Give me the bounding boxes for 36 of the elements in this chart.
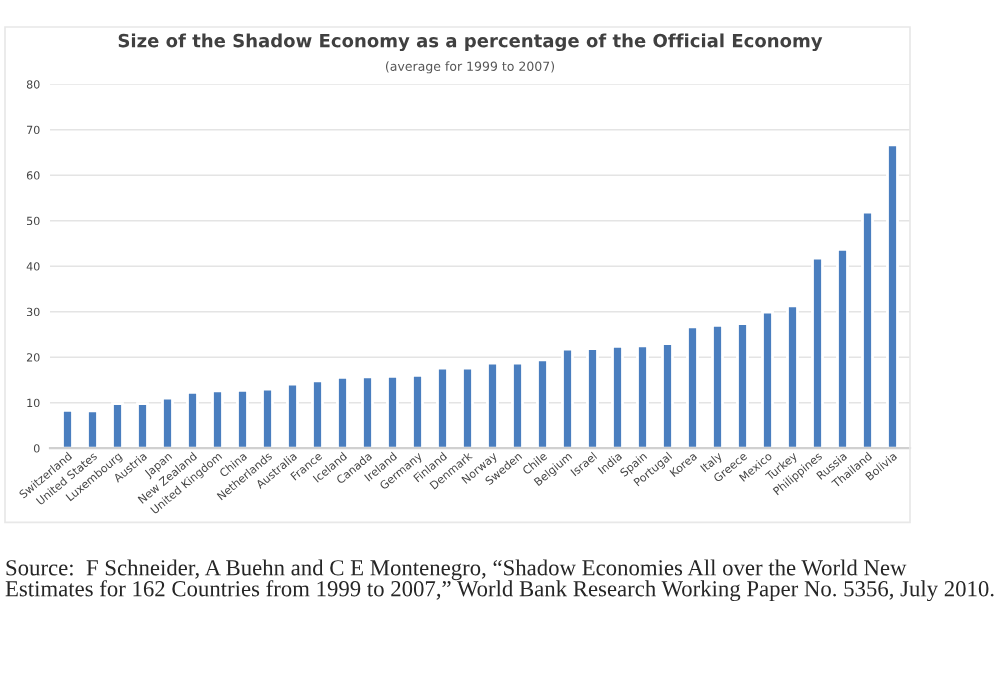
bar: [761, 310, 774, 449]
bar: [261, 387, 274, 449]
bar: [536, 358, 549, 449]
bar: [736, 322, 749, 449]
bar: [461, 366, 474, 449]
bar: [836, 248, 849, 449]
bar: [61, 409, 74, 449]
bar: [686, 325, 699, 449]
bar: [811, 256, 824, 449]
bar: [161, 396, 174, 449]
bar: [661, 342, 674, 449]
bar: [211, 389, 224, 449]
bar: [861, 210, 874, 449]
bar: [886, 143, 899, 449]
bar: [186, 390, 199, 449]
bar: [411, 374, 424, 449]
source-note: Source: F Schneider, A Buehn and C E Montenegro, “Shadow Economies All over the World New Estimates for 162 Countries from 1999 to 2007,” World Bank Research Working Paper No. 5356, July 2010.: [5, 559, 994, 602]
bar: [111, 402, 124, 449]
bar: [786, 304, 799, 449]
bar: [636, 344, 649, 449]
bar: [611, 344, 624, 449]
bar: [436, 366, 449, 449]
bar: [486, 361, 499, 449]
bar: [286, 382, 299, 449]
bar: [386, 374, 399, 449]
bar: [361, 375, 374, 449]
chart-title: Size of the Shadow Economy as a percentage of the Official Economy: [118, 33, 823, 52]
bar: [136, 402, 149, 449]
bar: [711, 323, 724, 449]
bar: [511, 361, 524, 449]
bar: [86, 409, 99, 449]
bar: [336, 375, 349, 449]
bar: [311, 379, 324, 449]
bar: [561, 347, 574, 449]
bar: [586, 347, 599, 449]
bar: [236, 389, 249, 449]
